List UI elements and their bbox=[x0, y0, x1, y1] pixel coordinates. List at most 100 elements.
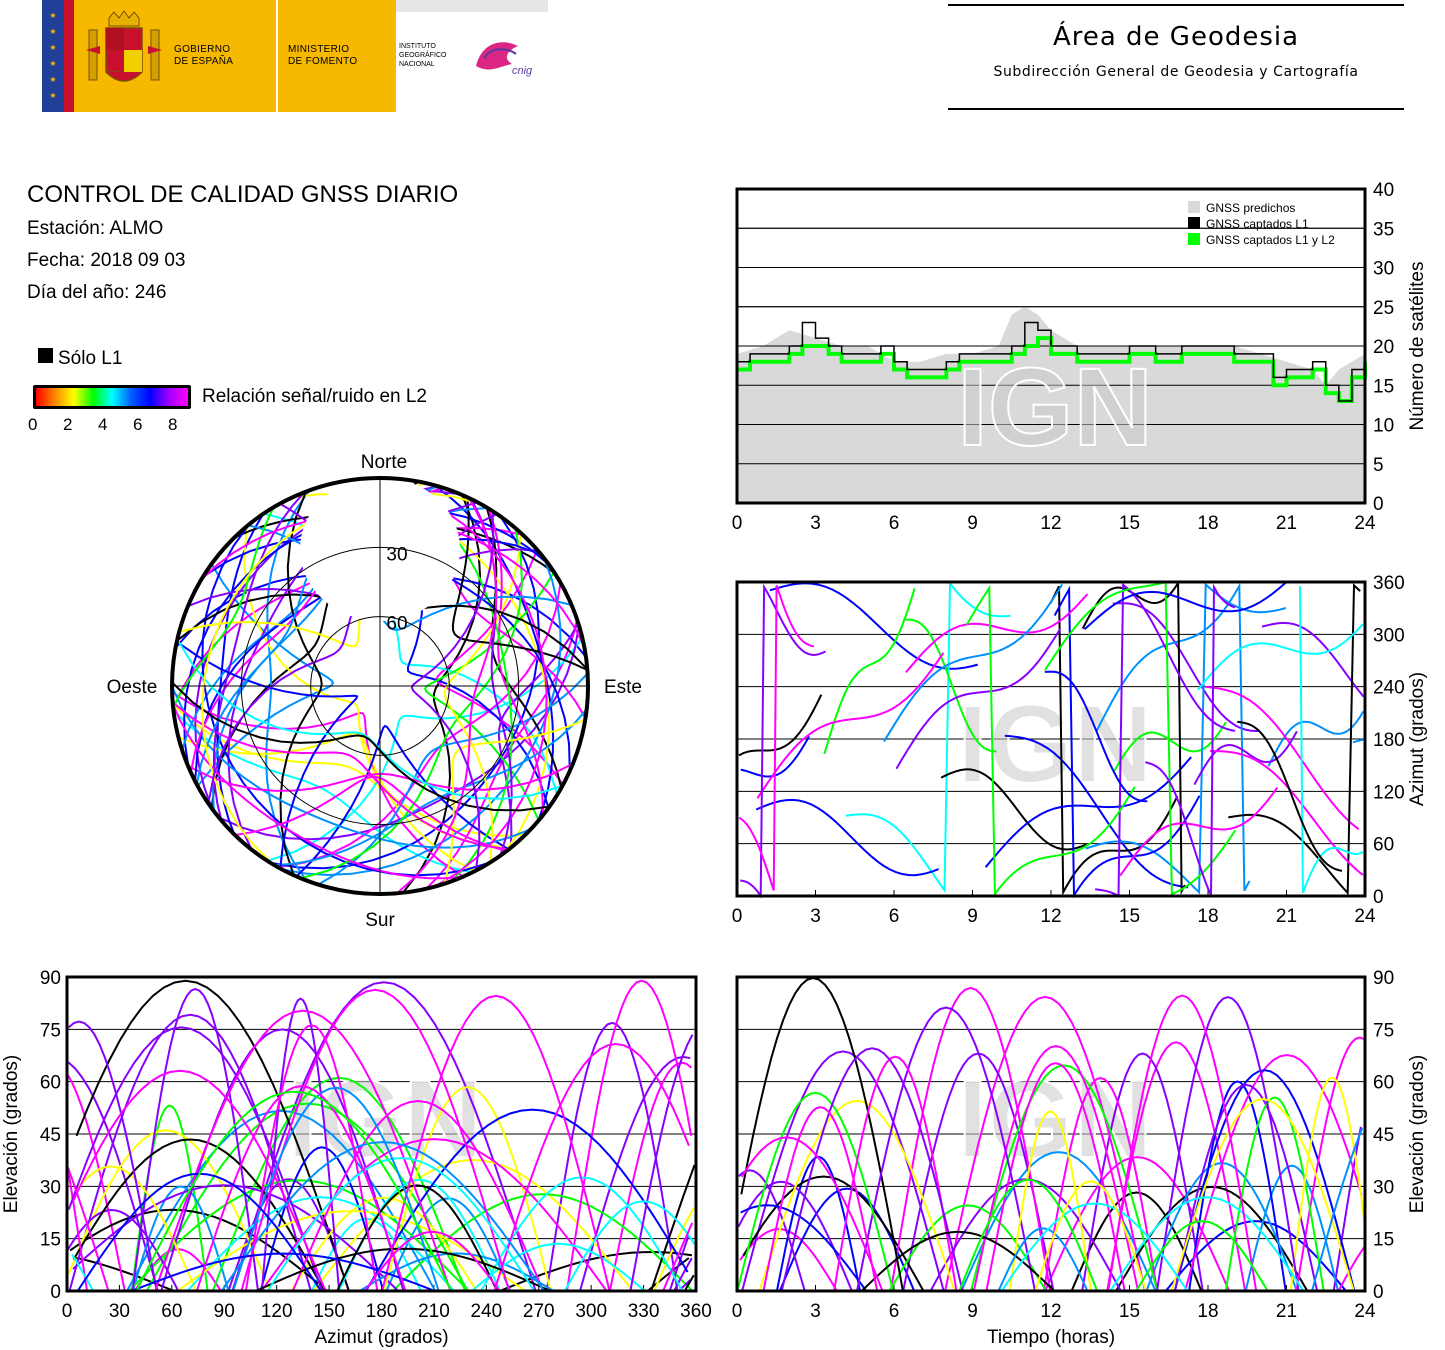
satellite-track bbox=[381, 994, 611, 1292]
satellite-track bbox=[1004, 734, 1189, 889]
x-tick-label: 3 bbox=[810, 513, 821, 534]
satellite-track bbox=[740, 1136, 884, 1292]
satellite-track bbox=[240, 988, 510, 1292]
satellite-track bbox=[145, 1102, 469, 1292]
satellite-track bbox=[758, 1099, 956, 1292]
x-tick-label: 21 bbox=[1276, 1301, 1297, 1322]
flag-red-stripe bbox=[64, 0, 74, 112]
satellite-track bbox=[1311, 1127, 1364, 1292]
only-l1-swatch bbox=[38, 348, 53, 363]
y-tick-label: 15 bbox=[1373, 376, 1394, 397]
legend-swatch bbox=[1188, 217, 1200, 229]
satellite-track bbox=[69, 1165, 695, 1292]
satellite-track bbox=[171, 681, 550, 812]
satellite-track bbox=[1205, 685, 1360, 831]
satellite-track bbox=[1156, 996, 1300, 1292]
y-tick-label: 240 bbox=[1373, 678, 1405, 699]
x-tick-label: 240 bbox=[470, 1301, 502, 1322]
satellite-track bbox=[1173, 1069, 1356, 1292]
y-tick-label: 40 bbox=[1373, 180, 1394, 201]
satellite-track bbox=[402, 494, 482, 894]
satellite-track bbox=[997, 1227, 1089, 1292]
satellite-track bbox=[1173, 1083, 1319, 1292]
satellite-track bbox=[1337, 1245, 1366, 1292]
satellite-track bbox=[171, 703, 463, 880]
legend-label: GNSS predichos bbox=[1206, 201, 1295, 215]
area-title: Área de Geodesia bbox=[1052, 22, 1300, 52]
satellite-track bbox=[778, 1187, 916, 1292]
satellite-track bbox=[392, 1193, 694, 1292]
satellite-track bbox=[274, 708, 588, 867]
x-tick-label: 12 bbox=[1040, 1301, 1061, 1322]
snr-tick: 0 bbox=[28, 415, 38, 434]
x-tick-label: 210 bbox=[418, 1301, 450, 1322]
satellite-track bbox=[67, 1026, 690, 1292]
satellite-track bbox=[363, 1230, 501, 1292]
satellite-track bbox=[944, 995, 1146, 1292]
y-tick-label: 300 bbox=[1373, 625, 1405, 646]
satellite-track bbox=[1184, 1053, 1363, 1292]
y-tick-label: 45 bbox=[1373, 1125, 1394, 1146]
satellite-track bbox=[740, 976, 904, 1292]
satellite-track bbox=[485, 507, 563, 789]
ring-label: 60 bbox=[386, 614, 407, 635]
satellite-track bbox=[1197, 623, 1364, 691]
y-tick-label: 75 bbox=[40, 1020, 61, 1041]
satellite-track bbox=[300, 527, 524, 880]
y-tick-label: 75 bbox=[1373, 1020, 1394, 1041]
legend-swatch bbox=[1188, 233, 1200, 245]
snr-tick: 4 bbox=[98, 415, 108, 434]
satellite-track bbox=[231, 981, 537, 1292]
satellite-track bbox=[410, 511, 495, 871]
satellite-track bbox=[1107, 994, 1258, 1292]
x-tick-label: 24 bbox=[1354, 1301, 1376, 1322]
satellite-track bbox=[905, 593, 1089, 674]
satellite-track bbox=[1113, 721, 1227, 772]
satellite-track bbox=[1083, 581, 1287, 631]
satellite-track bbox=[889, 986, 1052, 1292]
satellite-track bbox=[259, 1146, 385, 1292]
y-tick-label: 0 bbox=[50, 1282, 61, 1303]
ign-watermark: IGN bbox=[957, 346, 1153, 469]
x-tick-label: 15 bbox=[1119, 906, 1140, 927]
x-tick-label: 180 bbox=[366, 1301, 398, 1322]
satellite-track bbox=[67, 1055, 691, 1292]
satellite-track bbox=[1228, 583, 1361, 896]
satellite-track bbox=[336, 1184, 499, 1292]
satellite-track bbox=[845, 580, 1011, 894]
x-tick-label: 21 bbox=[1276, 513, 1297, 534]
satellite-track bbox=[126, 1109, 437, 1292]
x-tick-label: 300 bbox=[575, 1301, 607, 1322]
satellite-track bbox=[823, 588, 916, 755]
y-axis-label: Elevación (grados) bbox=[1407, 1055, 1428, 1213]
satellite-track bbox=[1081, 1052, 1204, 1292]
satellite-track bbox=[940, 768, 1087, 851]
area-subtitle: Subdirección General de Geodesia y Carto… bbox=[993, 64, 1359, 80]
satellite-track bbox=[172, 709, 473, 874]
x-tick-label: 12 bbox=[1040, 513, 1061, 534]
satellite-track bbox=[1299, 586, 1364, 894]
x-tick-label: 21 bbox=[1276, 906, 1297, 927]
y-tick-label: 15 bbox=[1373, 1230, 1394, 1251]
satellite-track bbox=[75, 979, 696, 1292]
satellite-track bbox=[1237, 720, 1343, 872]
satellite-track bbox=[172, 506, 275, 708]
snr-colorbar bbox=[33, 385, 191, 409]
y-axis-label: Número de satélites bbox=[1407, 262, 1428, 431]
plot-frame bbox=[735, 580, 1367, 898]
y-tick-label: 30 bbox=[1373, 1177, 1394, 1198]
x-tick-label: 18 bbox=[1197, 906, 1218, 927]
satellite-track bbox=[972, 1044, 1140, 1292]
satellite-track bbox=[741, 1050, 945, 1292]
satellite-track bbox=[255, 1247, 551, 1292]
satellite-track bbox=[958, 1178, 1099, 1292]
only-l1-label: Sólo L1 bbox=[58, 348, 123, 369]
satellite-track bbox=[1332, 1126, 1362, 1292]
ministerio-text: MINISTERIO DE FOMENTO bbox=[288, 44, 358, 67]
satellite-track bbox=[267, 637, 584, 862]
plot-frame bbox=[735, 975, 1367, 1293]
satellite-track bbox=[383, 1086, 552, 1292]
x-tick-label: 18 bbox=[1197, 1301, 1218, 1322]
satellite-track bbox=[1244, 1164, 1339, 1292]
